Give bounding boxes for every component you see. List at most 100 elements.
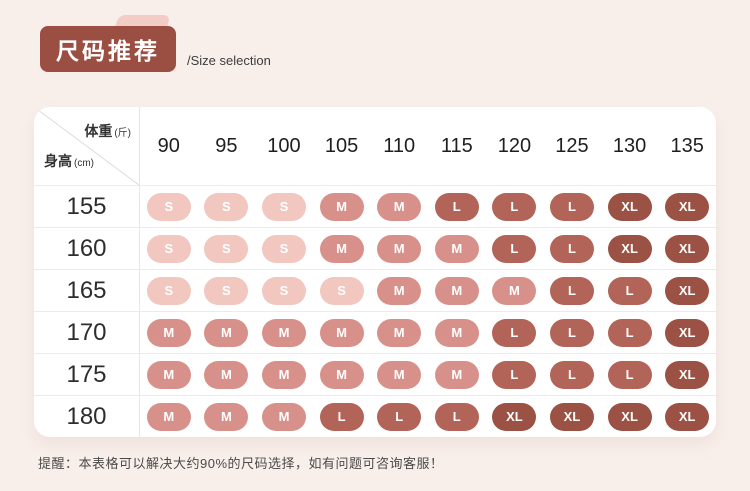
size-pill-m: M — [261, 318, 306, 347]
size-pill-m: M — [377, 318, 422, 347]
size-pill-l: L — [607, 360, 652, 389]
table-row: 175 M M M M M M L L L XL — [34, 353, 716, 395]
size-table-body: 155 S S S M M L L L XL XL 160 S S S M M M L L XL XL 165 S S S S M M M… — [34, 185, 716, 437]
size-pill-s: S — [261, 234, 306, 263]
size-cell: M — [428, 354, 486, 395]
size-cell: XL — [658, 270, 716, 311]
size-pill-m: M — [434, 318, 479, 347]
size-pill-s: S — [261, 276, 306, 305]
size-pill-xl: XL — [549, 402, 594, 431]
size-pill-s: S — [204, 192, 249, 221]
size-cell: L — [601, 270, 659, 311]
size-pill-l: L — [434, 402, 479, 431]
size-cell: M — [255, 312, 313, 353]
size-pill-xl: XL — [665, 318, 710, 347]
size-cell: M — [370, 270, 428, 311]
size-cell: L — [428, 186, 486, 227]
size-cell: L — [543, 270, 601, 311]
size-cell: L — [543, 186, 601, 227]
size-pill-l: L — [607, 318, 652, 347]
size-pill-s: S — [146, 276, 191, 305]
size-pill-xl: XL — [607, 192, 652, 221]
size-cell: XL — [601, 228, 659, 269]
weight-header-135: 135 — [670, 134, 704, 157]
size-pill-l: L — [549, 360, 594, 389]
size-pill-s: S — [319, 276, 364, 305]
size-pill-m: M — [319, 360, 364, 389]
size-pill-s: S — [146, 192, 191, 221]
size-cell: L — [486, 186, 544, 227]
height-axis-label: 身高 (cm) — [44, 151, 94, 171]
size-cell: L — [601, 354, 659, 395]
size-cell: L — [486, 228, 544, 269]
size-cell: L — [543, 354, 601, 395]
size-pill-m: M — [319, 318, 364, 347]
size-cell: S — [313, 270, 371, 311]
size-cell: L — [486, 354, 544, 395]
size-pill-m: M — [261, 360, 306, 389]
size-pill-s: S — [204, 276, 249, 305]
size-pill-m: M — [377, 192, 422, 221]
size-cell: XL — [601, 396, 659, 437]
height-label: 175 — [34, 354, 140, 395]
size-pill-m: M — [319, 192, 364, 221]
size-cell: M — [198, 354, 256, 395]
size-pill-s: S — [146, 234, 191, 263]
table-row: 180 M M M L L L XL XL XL XL — [34, 395, 716, 437]
size-pill-l: L — [549, 318, 594, 347]
height-axis-unit: (cm) — [74, 158, 94, 169]
weight-header-115: 115 — [440, 134, 473, 157]
size-cell: M — [198, 396, 256, 437]
page-title: 尺码推荐 — [56, 38, 160, 64]
size-cell: XL — [601, 186, 659, 227]
size-pill-m: M — [434, 360, 479, 389]
size-pill-l: L — [492, 360, 537, 389]
height-label: 155 — [34, 186, 140, 227]
size-pill-xl: XL — [665, 360, 710, 389]
table-corner-cell: 体重 (斤) 身高 (cm) — [34, 107, 140, 185]
size-pill-m: M — [204, 402, 249, 431]
size-cell: L — [370, 396, 428, 437]
size-pill-l: L — [319, 402, 364, 431]
height-label: 165 — [34, 270, 140, 311]
size-cell: M — [428, 270, 486, 311]
size-cell: M — [198, 312, 256, 353]
table-row: 160 S S S M M M L L XL XL — [34, 227, 716, 269]
size-cell: S — [140, 186, 198, 227]
size-cell: S — [255, 270, 313, 311]
page-subtitle: /Size selection — [187, 53, 271, 68]
height-label: 170 — [34, 312, 140, 353]
size-pill-s: S — [204, 234, 249, 263]
size-pill-m: M — [204, 360, 249, 389]
size-cell: L — [543, 312, 601, 353]
footer-note: 提醒：本表格可以解决大约90%的尺码选择，如有问题可咨询客服！ — [38, 456, 444, 471]
size-pill-m: M — [377, 360, 422, 389]
size-cell: S — [140, 228, 198, 269]
size-pill-xl: XL — [665, 276, 710, 305]
size-cell: M — [140, 354, 198, 395]
size-pill-xl: XL — [607, 402, 652, 431]
size-cell: XL — [658, 354, 716, 395]
size-pill-m: M — [319, 234, 364, 263]
size-pill-m: M — [434, 234, 479, 263]
size-cell: M — [313, 354, 371, 395]
size-pill-l: L — [434, 192, 479, 221]
weight-axis-unit: (斤) — [114, 128, 131, 139]
size-pill-m: M — [261, 402, 306, 431]
size-pill-xl: XL — [665, 234, 710, 263]
size-cell: M — [255, 354, 313, 395]
weight-header-110: 110 — [383, 134, 416, 157]
size-pill-l: L — [492, 192, 537, 221]
size-pill-xl: XL — [665, 192, 710, 221]
size-pill-m: M — [204, 318, 249, 347]
size-pill-m: M — [434, 276, 479, 305]
height-axis-text: 身高 — [44, 153, 72, 169]
size-pill-l: L — [549, 234, 594, 263]
size-cell: M — [428, 312, 486, 353]
height-label: 180 — [34, 396, 140, 437]
size-pill-l: L — [377, 402, 422, 431]
size-cell: S — [255, 228, 313, 269]
size-cell: XL — [658, 312, 716, 353]
size-cell: M — [370, 354, 428, 395]
size-cell: M — [428, 228, 486, 269]
